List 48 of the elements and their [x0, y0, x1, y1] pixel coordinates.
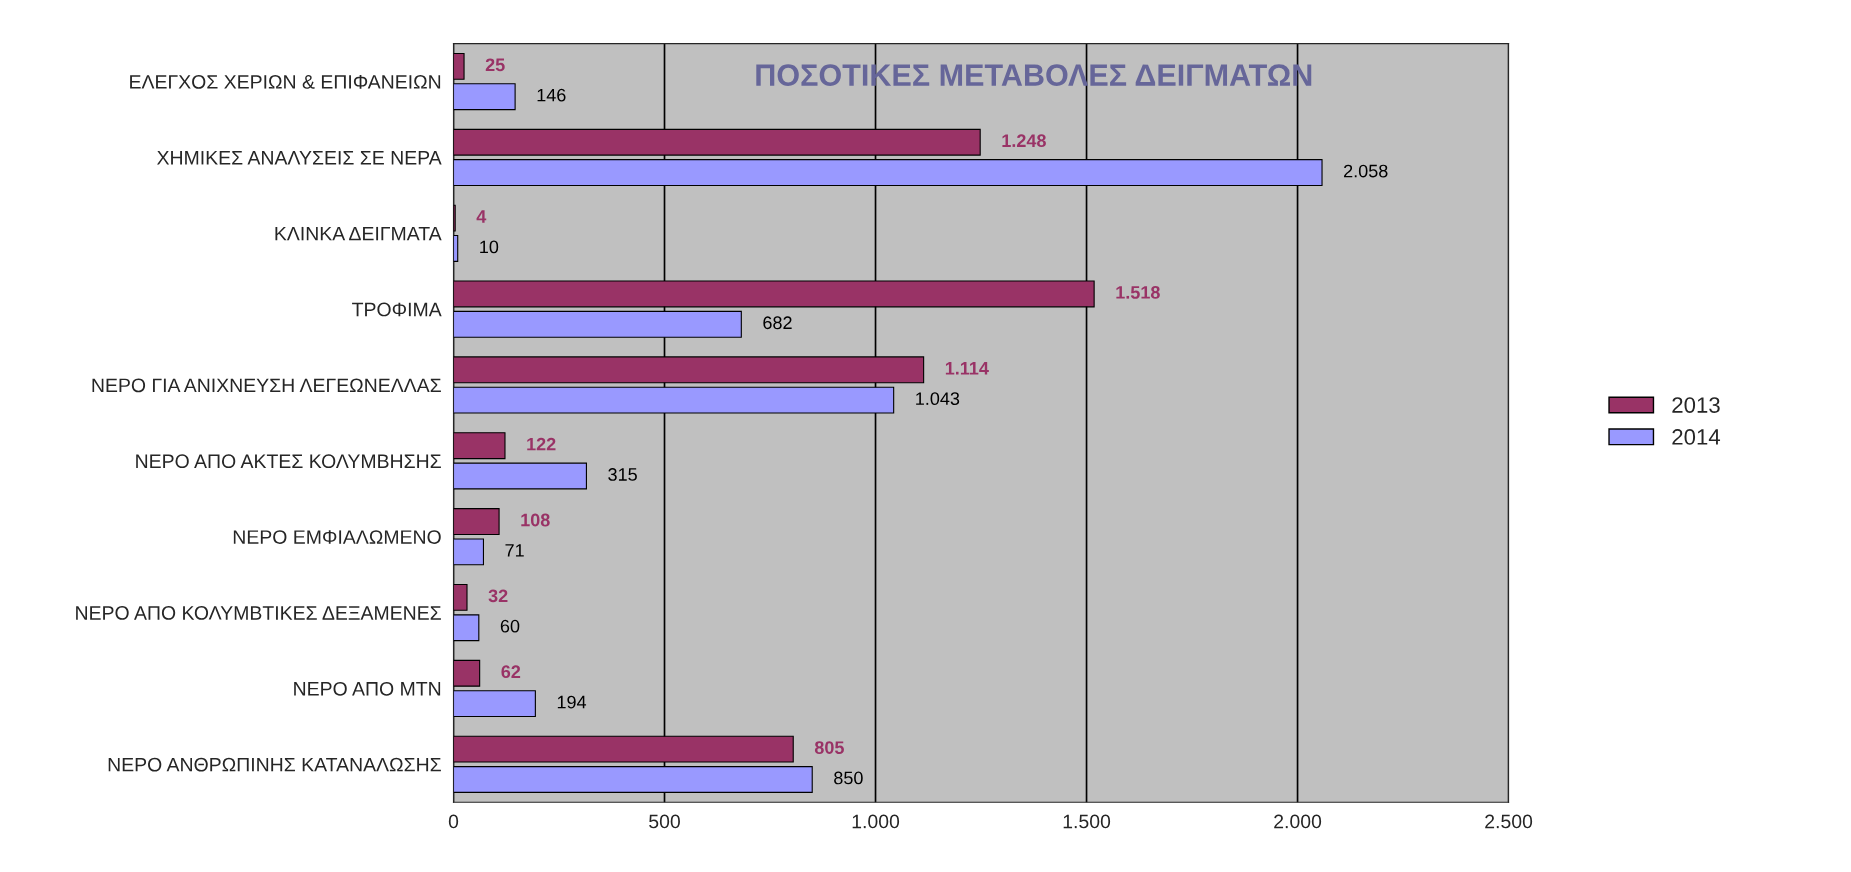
bar: [453, 538, 485, 566]
bar: [453, 614, 480, 642]
data-label: 682: [763, 316, 792, 330]
x-tick-label: 1.000: [852, 814, 900, 829]
data-label: 315: [608, 468, 637, 481]
bar: [453, 462, 587, 490]
data-label: 62: [501, 665, 521, 679]
data-label: 71: [505, 544, 524, 557]
bar: [453, 52, 465, 80]
legend-label: 2014: [1672, 429, 1721, 445]
bar: [453, 83, 516, 111]
y-tick-label: ΝΕΡΟ ΕΜΦΙΑΛΩΜΕΝΟ: [233, 530, 441, 544]
y-tick-label: ΝΕΡΟ ΑΝΘΡΩΠΙΝΗΣ ΚΑΤΑΝΑΛΩΣΗΣ: [108, 757, 441, 772]
y-tick-label: ΤΡΟΦΙΜΑ: [352, 302, 442, 317]
y-tick-label: ΝΕΡΟ ΓΙΑ ΑΝΙΧΝΕΥΣΗ ΛΕΓΕΩΝΕΛΛΑΣ: [92, 378, 441, 393]
data-label: 146: [537, 88, 566, 102]
bar: [453, 432, 506, 460]
x-tick-label: 1.500: [1063, 814, 1111, 829]
data-label: 32: [488, 589, 508, 603]
data-label: 60: [500, 619, 520, 633]
data-label: 805: [814, 741, 844, 754]
data-label: 1.248: [1002, 134, 1046, 148]
y-tick-label: ΧΗΜΙΚΕΣ ΑΝΑΛΥΣΕΙΣ ΣΕ ΝΕΡΑ: [157, 151, 442, 165]
data-label: 1.043: [916, 392, 960, 406]
y-tick-label: ΝΕΡΟ ΑΠΟ ΜΤΝ: [294, 681, 441, 696]
x-tick-label: 0: [448, 814, 459, 829]
data-label: 2.058: [1344, 164, 1388, 178]
x-tick-label: 2.000: [1274, 814, 1322, 829]
bar: [453, 659, 481, 687]
bar: [453, 583, 468, 611]
bar: [453, 690, 536, 718]
x-tick-label: 500: [649, 814, 680, 829]
x-tick-label: 2.500: [1485, 814, 1533, 829]
data-label: 122: [527, 437, 556, 451]
data-label: 10: [480, 240, 499, 254]
legend-label: 2013: [1672, 397, 1720, 413]
data-label: 1.114: [945, 362, 989, 375]
y-tick-label: ΝΕΡΟ ΑΠΟ ΚΟΛΥΜΒΤΙΚΕΣ ΔΕΞΑΜΕΝΕΣ: [76, 606, 441, 620]
data-label: 850: [834, 771, 863, 785]
data-label: 1.518: [1116, 286, 1160, 299]
data-label: 4: [476, 210, 487, 223]
y-tick-label: ΝΕΡΟ ΑΠΟ ΑΚΤΕΣ ΚΟΛΥΜΒΗΣΗΣ: [136, 454, 441, 469]
bar: [453, 508, 500, 535]
data-label: 108: [521, 513, 550, 527]
y-tick-label: ΚΛΙΝΚΑ ΔΕΙΓΜΑΤΑ: [275, 226, 442, 241]
y-tick-label: ΕΛΕΓΧΟΣ ΧΕΡΙΩΝ & ΕΠΙΦΑΝΕΙΩΝ: [130, 75, 441, 89]
data-label: 194: [557, 695, 587, 709]
data-label: 25: [485, 58, 505, 72]
